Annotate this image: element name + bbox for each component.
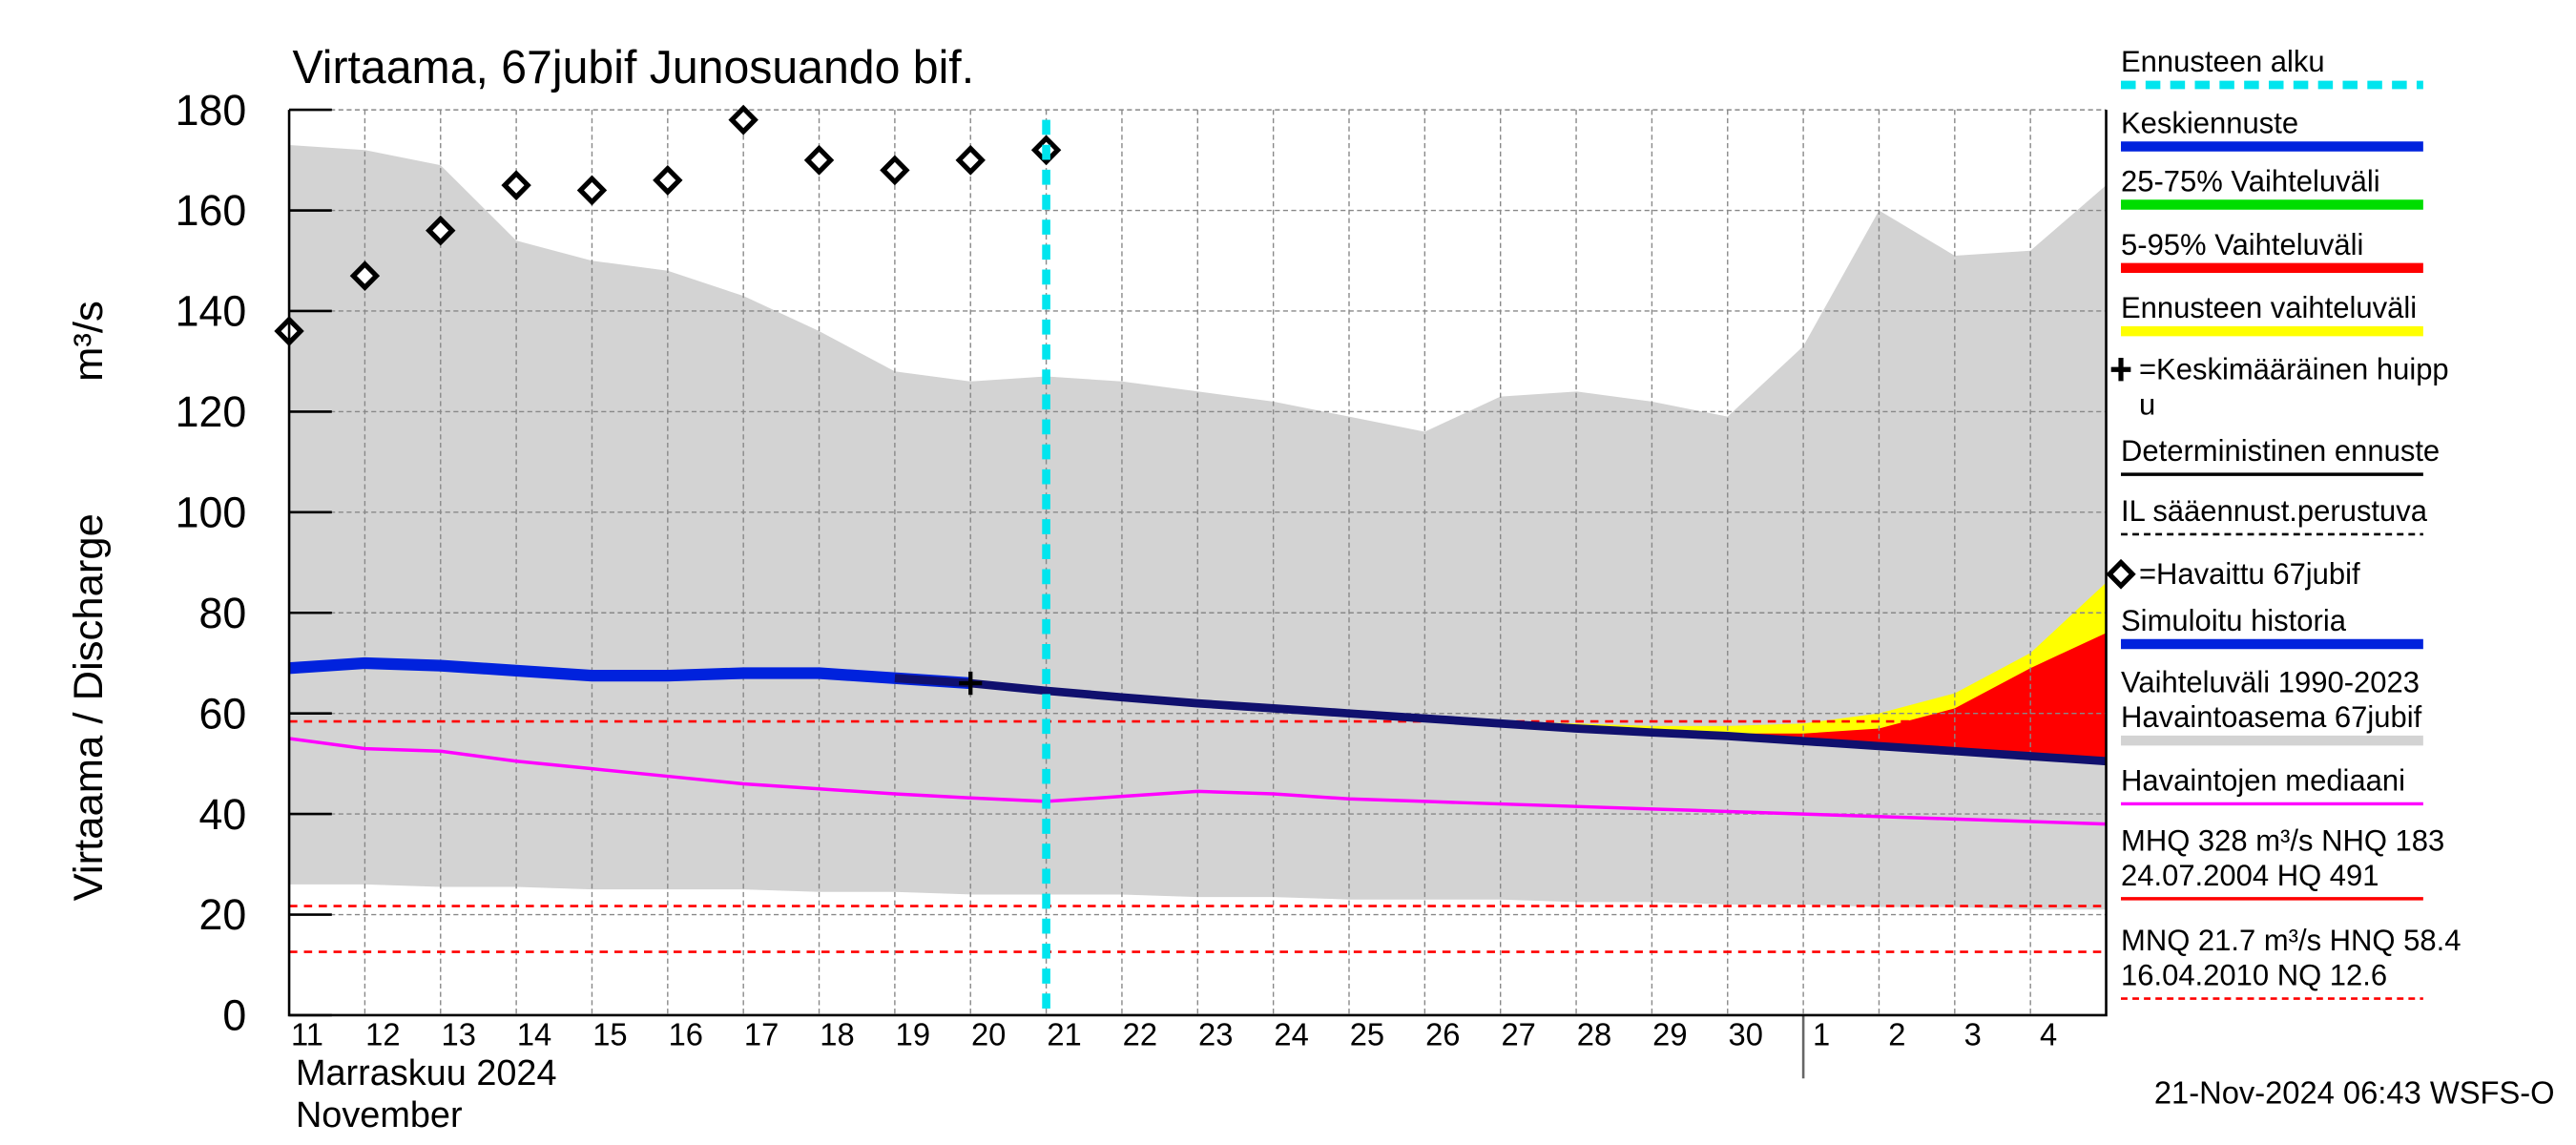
- x-tick-label: 19: [896, 1016, 930, 1051]
- x-tick-label: 18: [820, 1016, 854, 1051]
- observed-point: [728, 104, 758, 135]
- x-tick-label: 15: [592, 1016, 627, 1051]
- y-axis-unit: m³/s: [66, 301, 112, 382]
- x-tick-label: 23: [1198, 1016, 1233, 1051]
- x-tick-label: 20: [971, 1016, 1006, 1051]
- band: [1576, 633, 2107, 761]
- chart-title: Virtaama, 67jubif Junosuando bif.: [293, 42, 975, 94]
- observed-point: [955, 144, 986, 176]
- x-tick-label: 4: [2040, 1016, 2057, 1051]
- legend-label: Ennusteen alku: [2121, 45, 2325, 78]
- observed-point: [653, 165, 683, 196]
- legend-label: Ennusteen vaihteluväli: [2121, 291, 2417, 324]
- x-tick-label: 24: [1274, 1016, 1308, 1051]
- mean-peak: [959, 671, 983, 696]
- legend-label: Havaintoasema 67jubif: [2121, 700, 2422, 734]
- y-tick-label: 120: [176, 387, 247, 436]
- x-tick-label: 28: [1577, 1016, 1611, 1051]
- observed-point: [501, 170, 531, 201]
- legend-label: MHQ 328 m³/s NHQ 183: [2121, 823, 2444, 857]
- y-tick-label: 80: [199, 589, 247, 637]
- y-tick-label: 100: [176, 488, 247, 536]
- legend-label: Simuloitu historia: [2121, 604, 2347, 637]
- y-tick-label: 20: [199, 890, 247, 939]
- band: [1348, 582, 2107, 761]
- legend-label: IL sääennust.perustuva: [2121, 494, 2428, 528]
- x-tick-label: 17: [744, 1016, 779, 1051]
- x-tick-label: 29: [1652, 1016, 1687, 1051]
- x-tick-label: 16: [669, 1016, 703, 1051]
- legend-label: Havaintojen mediaani: [2121, 763, 2405, 797]
- legend-label: 16.04.2010 NQ 12.6: [2121, 958, 2387, 991]
- legend-label: u: [2139, 387, 2155, 421]
- line: [894, 674, 2107, 766]
- x-tick-label: 1: [1813, 1016, 1830, 1051]
- axes-frame: [287, 110, 2108, 1017]
- x-tick-label: 11: [291, 1016, 323, 1051]
- legend-label: Deterministinen ennuste: [2121, 434, 2440, 468]
- x-tick-label: 13: [442, 1016, 476, 1051]
- x-tick-label: 22: [1123, 1016, 1157, 1051]
- x-tick-label: 21: [1047, 1016, 1081, 1051]
- legend-label: 25-75% Vaihteluväli: [2121, 164, 2380, 198]
- y-axis-label: Virtaama / Discharge: [66, 513, 112, 901]
- observed-point: [880, 155, 910, 186]
- month-label-en: November: [296, 1094, 463, 1135]
- legend-label: 24.07.2004 HQ 491: [2121, 859, 2379, 892]
- y-tick-label: 0: [222, 990, 246, 1039]
- legend-label: Keskiennuste: [2121, 106, 2298, 139]
- x-tick-label: 12: [365, 1016, 400, 1051]
- x-tick-label: 30: [1729, 1016, 1763, 1051]
- observed-point: [803, 144, 835, 176]
- legend-icon: [2110, 358, 2131, 382]
- x-tick-label: 27: [1501, 1016, 1535, 1051]
- x-tick-label: 14: [517, 1016, 551, 1051]
- legend-label: Vaihteluväli 1990-2023: [2121, 665, 2420, 698]
- line: [288, 656, 971, 690]
- y-tick-label: 60: [199, 689, 247, 738]
- y-tick-label: 140: [176, 286, 247, 335]
- line: [288, 737, 2107, 826]
- x-tick-label: 26: [1425, 1016, 1460, 1051]
- observed-point: [576, 175, 608, 206]
- y-tick-label: 180: [176, 86, 247, 135]
- x-tick-label: 3: [1964, 1016, 1982, 1051]
- legend-label: =Havaittu 67jubif: [2139, 557, 2360, 591]
- x-tick-label: 2: [1888, 1016, 1905, 1051]
- legend-label: =Keskimääräinen huipp: [2139, 352, 2449, 385]
- y-tick-label: 160: [176, 186, 247, 235]
- legend-icon: [2106, 558, 2136, 590]
- observed-point: [426, 215, 456, 246]
- month-label: Marraskuu 2024: [296, 1052, 557, 1093]
- legend-label: 5-95% Vaihteluväli: [2121, 228, 2363, 261]
- legend-label: MNQ 21.7 m³/s HNQ 58.4: [2121, 924, 2461, 957]
- y-tick-label: 40: [199, 790, 247, 839]
- timestamp: 21-Nov-2024 06:43 WSFS-O: [2154, 1074, 2555, 1110]
- x-tick-label: 25: [1350, 1016, 1384, 1051]
- observed-point: [349, 260, 381, 291]
